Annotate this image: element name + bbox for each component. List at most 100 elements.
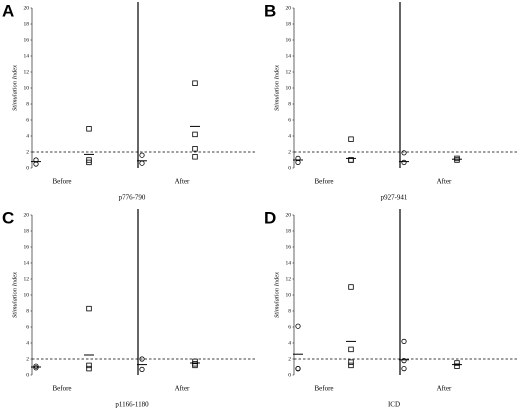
point (86, 305, 92, 312)
y-tick-label: 10 (286, 292, 292, 298)
y-tick-label: 18 (286, 21, 292, 27)
y-tick-label: 16 (286, 37, 292, 43)
y-tick-label: 20 (24, 212, 30, 218)
y-tick-label: 6 (288, 117, 291, 123)
y-tick-label: 18 (24, 21, 30, 27)
point (401, 150, 407, 156)
point (86, 159, 92, 166)
y-tick-label: 10 (286, 85, 292, 91)
y-tick-label: 16 (24, 244, 30, 250)
y-tick-label: 4 (26, 133, 29, 139)
point (454, 157, 460, 163)
point (192, 80, 198, 86)
y-tick-label: 10 (24, 85, 30, 91)
y-tick-label: 0 (288, 165, 291, 171)
point (401, 366, 407, 372)
point (33, 365, 39, 371)
y-tick-label: 12 (24, 69, 30, 75)
y-tick-label: 4 (288, 133, 291, 139)
y-tick-label: 12 (286, 276, 292, 282)
point (295, 323, 301, 329)
panel-letter: A (2, 1, 14, 20)
point (348, 359, 354, 365)
point (348, 136, 354, 142)
panel-letter: C (2, 208, 14, 227)
point (454, 363, 460, 369)
y-axis-label: Stimulation Index (273, 272, 280, 318)
y-tick-label: 20 (286, 5, 292, 11)
y-tick-label: 14 (286, 53, 292, 59)
panel: A Stimulation Index 0 2 4 6 8 10 12 14 16 18 20 Befor… (2, 1, 255, 202)
y-tick-label: 2 (26, 149, 29, 155)
y-axis-label: Stimulation Index (11, 272, 18, 318)
point (401, 338, 407, 344)
y-tick-label: 2 (26, 356, 29, 362)
x-category-label: Before (314, 385, 333, 393)
x-axis-label: p1166-1180 (115, 401, 149, 409)
y-axis-label: Stimulation Index (273, 65, 280, 111)
y-tick-label: 4 (26, 340, 29, 346)
panel: D Stimulation Index 0 2 4 6 8 10 12 14 16 18 20 Befor… (264, 208, 517, 409)
x-category-label: Before (314, 178, 333, 186)
y-tick-label: 14 (24, 53, 30, 59)
x-axis-label: p776-790 (119, 194, 146, 202)
y-tick-label: 14 (24, 260, 30, 266)
y-tick-label: 8 (26, 308, 29, 314)
x-axis-label: ICD (388, 401, 400, 409)
y-tick-label: 16 (24, 37, 30, 43)
point (454, 360, 460, 366)
point (348, 362, 354, 369)
y-tick-label: 18 (286, 228, 292, 234)
point (401, 159, 407, 165)
y-tick-label: 12 (286, 69, 292, 75)
panel: C Stimulation Index 0 2 4 6 8 10 12 14 16 18 20 Befor… (2, 208, 255, 409)
x-category-label: After (175, 178, 190, 186)
point (86, 365, 92, 372)
y-tick-label: 16 (286, 244, 292, 250)
point (192, 146, 198, 152)
y-tick-label: 0 (288, 372, 291, 378)
x-category-label: After (175, 385, 190, 393)
y-tick-label: 14 (286, 260, 292, 266)
y-tick-label: 10 (24, 292, 30, 298)
point (86, 126, 92, 132)
panel: B Stimulation Index 0 2 4 6 8 10 12 14 16 18 20 Befor… (264, 1, 517, 202)
y-tick-label: 0 (26, 372, 29, 378)
y-tick-label: 12 (24, 276, 30, 282)
y-tick-label: 6 (288, 324, 291, 330)
point (192, 154, 198, 160)
panel-letter: B (264, 1, 276, 20)
point (139, 356, 145, 362)
x-category-label: After (437, 385, 452, 393)
y-tick-label: 4 (288, 340, 291, 346)
y-tick-label: 8 (288, 308, 291, 314)
point (33, 363, 39, 369)
x-category-label: Before (52, 178, 71, 186)
point (454, 155, 460, 162)
y-axis-label: Stimulation Index (11, 65, 18, 111)
y-tick-label: 0 (26, 165, 29, 171)
y-tick-label: 8 (288, 101, 291, 107)
y-tick-label: 8 (26, 101, 29, 107)
point (139, 152, 145, 158)
panel-letter: D (264, 208, 276, 227)
x-category-label: After (437, 178, 452, 186)
point (348, 284, 354, 290)
point (192, 131, 198, 138)
point (139, 366, 145, 372)
y-tick-label: 20 (286, 212, 292, 218)
y-tick-label: 18 (24, 228, 30, 234)
y-tick-label: 20 (24, 5, 30, 11)
x-category-label: Before (52, 385, 71, 393)
point (348, 157, 354, 163)
y-tick-label: 2 (288, 149, 291, 155)
point (348, 346, 354, 353)
point (139, 160, 145, 166)
point (86, 362, 92, 369)
point (401, 358, 407, 364)
y-tick-label: 6 (26, 117, 29, 123)
y-tick-label: 6 (26, 324, 29, 330)
y-tick-label: 2 (288, 356, 291, 362)
x-axis-label: p927-941 (381, 194, 408, 202)
